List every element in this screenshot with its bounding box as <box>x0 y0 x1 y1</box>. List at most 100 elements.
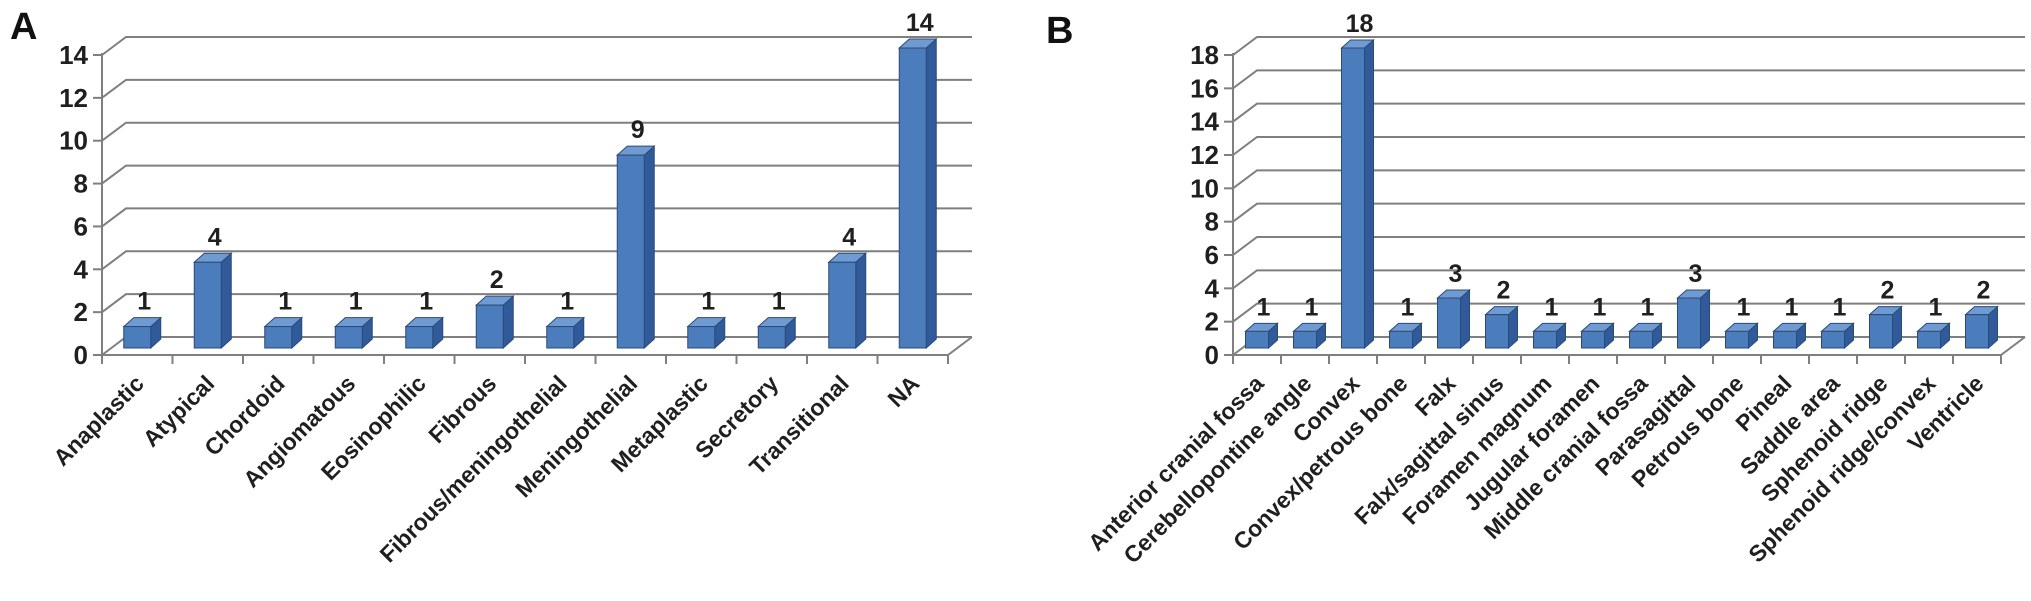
bar <box>1676 288 1711 350</box>
bar-value-label: 1 <box>560 288 574 316</box>
panel-b-label: B <box>1046 10 1074 52</box>
bar-front-face <box>1869 314 1893 349</box>
bar-front-face <box>1821 330 1845 349</box>
bar <box>1772 322 1807 350</box>
y-tick-label: 12 <box>59 83 88 113</box>
y-tick-label: 10 <box>59 126 88 156</box>
bar-front-face <box>1485 314 1509 349</box>
y-tick-label: 8 <box>74 169 88 199</box>
bar-value-label: 1 <box>1257 293 1271 321</box>
bar <box>1484 305 1519 350</box>
bar <box>1340 38 1375 350</box>
gridline <box>1232 302 2025 323</box>
bar-front-face <box>1917 330 1941 349</box>
bar-value-label: 2 <box>490 266 504 294</box>
bar-value-label: 3 <box>1689 260 1703 288</box>
gridline <box>1232 169 2025 190</box>
y-tick-label: 14 <box>59 40 88 70</box>
y-tick-label: 12 <box>1190 140 1219 170</box>
bar-front-face <box>828 261 857 349</box>
bar <box>474 295 515 350</box>
bar-value-label: 9 <box>631 116 645 144</box>
bar-side-face <box>1460 288 1470 350</box>
bar-value-label: 1 <box>1545 293 1559 321</box>
bar-value-label: 4 <box>208 223 222 251</box>
gridline <box>1232 202 2025 223</box>
bar-front-face <box>123 326 152 349</box>
y-tick-label: 0 <box>1205 340 1219 370</box>
bar-value-label: 2 <box>1497 277 1511 305</box>
panel-a-label: A <box>10 6 38 48</box>
bar-side-face <box>220 252 232 350</box>
gridline <box>101 164 972 185</box>
bar <box>333 316 374 350</box>
bar-value-label: 1 <box>349 288 363 316</box>
y-tick-label: 14 <box>1190 107 1219 137</box>
category-label: NA <box>882 370 924 412</box>
bar <box>192 252 233 350</box>
bar-value-label: 18 <box>1346 10 1374 38</box>
y-tick-label: 8 <box>1205 207 1219 237</box>
bar <box>263 316 304 350</box>
bar-front-face <box>1389 330 1413 349</box>
bar-front-face <box>264 326 293 349</box>
bar-value-label: 2 <box>1977 277 1991 305</box>
y-tick-label: 6 <box>1205 240 1219 270</box>
category-label: Anaplastic <box>48 370 149 471</box>
bar <box>1388 322 1423 350</box>
bar-front-face <box>1581 330 1605 349</box>
y-tick-label: 6 <box>74 211 88 241</box>
bar-value-label: 1 <box>772 288 786 316</box>
bar-front-face <box>475 304 504 349</box>
bar-front-face <box>616 154 645 349</box>
bar-value-label: 1 <box>1305 293 1319 321</box>
bar-value-label: 14 <box>906 9 934 37</box>
category-label: Cerebellopontine angle <box>1118 370 1316 568</box>
bar-value-label: 1 <box>1737 293 1751 321</box>
bar-front-face <box>1965 314 1989 349</box>
y-tick-label: 4 <box>1205 273 1220 303</box>
gridline <box>101 121 972 142</box>
bar <box>1436 288 1471 350</box>
y-tick-label: 2 <box>74 297 88 327</box>
bar <box>686 316 727 350</box>
bar-value-label: 1 <box>137 288 151 316</box>
bar-side-face <box>1700 288 1710 350</box>
bar-side-face <box>925 37 937 350</box>
bar-front-face <box>1341 47 1365 349</box>
bar-value-label: 1 <box>1833 293 1847 321</box>
gridline <box>1232 236 2025 256</box>
gridline <box>101 207 972 228</box>
bar-value-label: 1 <box>1929 293 1943 321</box>
bar <box>1628 322 1663 350</box>
chart-panel-a: 024681012141Anaplastic4Atypical1Chordoid… <box>48 9 973 567</box>
bar <box>1532 322 1567 350</box>
bar-value-label: 4 <box>842 223 856 251</box>
gridline <box>1232 102 2025 123</box>
bar <box>1868 305 1903 350</box>
bar-front-face <box>1725 330 1749 349</box>
gridline <box>1232 269 2025 290</box>
gridline <box>1232 36 2025 56</box>
bar-value-label: 1 <box>1785 293 1799 321</box>
bar-front-face <box>1245 330 1269 349</box>
bar-value-label: 1 <box>278 288 292 316</box>
bar-value-label: 1 <box>1641 293 1655 321</box>
bar-front-face <box>1773 330 1797 349</box>
bar-front-face <box>757 326 786 349</box>
bar-value-label: 1 <box>1401 293 1415 321</box>
bar-front-face <box>546 326 575 349</box>
bar <box>897 37 938 350</box>
bar <box>1580 322 1615 350</box>
bar <box>122 316 163 350</box>
gridline <box>101 250 972 271</box>
bar-front-face <box>193 261 222 349</box>
bar-front-face <box>898 47 927 349</box>
gridline <box>101 78 972 99</box>
y-tick-label: 16 <box>1190 73 1219 103</box>
bar <box>1916 322 1951 350</box>
bar-value-label: 1 <box>701 288 715 316</box>
y-tick-label: 4 <box>74 254 89 284</box>
